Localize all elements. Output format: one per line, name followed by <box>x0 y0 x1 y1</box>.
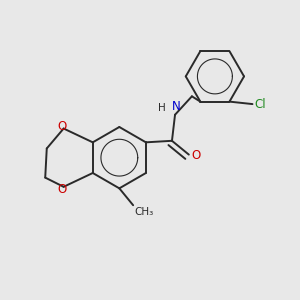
Text: H: H <box>158 103 166 113</box>
Text: O: O <box>191 149 200 162</box>
Text: O: O <box>58 120 67 133</box>
Text: Cl: Cl <box>254 98 266 111</box>
Text: O: O <box>58 183 67 196</box>
Text: CH₃: CH₃ <box>135 207 154 217</box>
Text: N: N <box>172 100 181 113</box>
